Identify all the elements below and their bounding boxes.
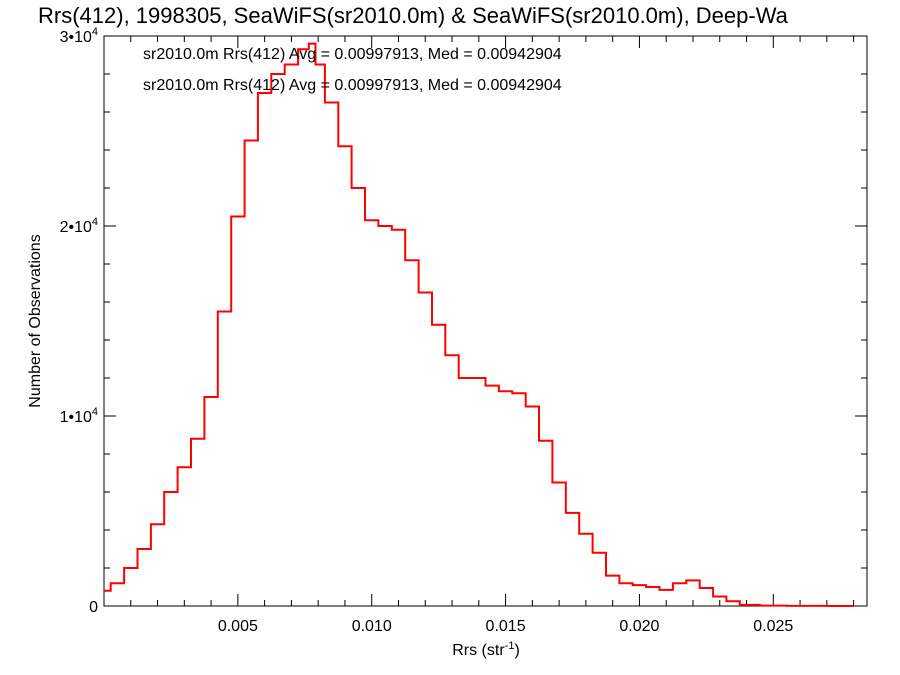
x-tick-label: 0.010 bbox=[352, 618, 392, 635]
x-tick-label: 0.005 bbox=[218, 618, 258, 635]
y-tick-label-base: 0 bbox=[89, 599, 98, 616]
x-axis-label: Rrs (str-1) bbox=[452, 640, 520, 659]
x-axis-label-main: Rrs (str bbox=[452, 642, 505, 659]
y-tick-label: 3•104 bbox=[60, 26, 98, 46]
y-tick-label: 2•104 bbox=[60, 216, 98, 236]
x-tick-labels: 0.005 0.010 0.015 0.020 0.025 bbox=[218, 618, 794, 635]
plot-frame bbox=[103, 35, 868, 607]
x-axis-label-superscript: -1 bbox=[505, 640, 515, 652]
y-tick-label-base: 2•10 bbox=[60, 219, 92, 236]
legend-entry-red: sr2010.0m Rrs(412) Avg = 0.00997913, Med… bbox=[143, 77, 562, 94]
histogram-series-line bbox=[104, 42, 854, 607]
y-tick-label-base: 3•10 bbox=[60, 29, 92, 46]
x-tick-label: 0.020 bbox=[619, 618, 659, 635]
y-axis-label: Number of Observations bbox=[27, 234, 44, 407]
y-tick-label-exponent: 4 bbox=[92, 26, 98, 38]
y-tick-label-base: 1•10 bbox=[60, 409, 92, 426]
x-tick-label: 0.025 bbox=[753, 618, 793, 635]
y-tick-label: 1•104 bbox=[60, 406, 98, 426]
y-tick-label-exponent: 4 bbox=[92, 406, 98, 418]
legend-entry-black: sr2010.0m Rrs(412) Avg = 0.00997913, Med… bbox=[143, 46, 562, 63]
x-tick-label: 0.015 bbox=[486, 618, 526, 635]
y-tick-label: 0 bbox=[89, 599, 98, 616]
chart-title: Rrs(412), 1998305, SeaWiFS(sr2010.0m) & … bbox=[38, 3, 789, 28]
axis-ticks bbox=[104, 35, 867, 607]
x-axis-label-end: ) bbox=[514, 642, 519, 659]
y-tick-label-exponent: 4 bbox=[92, 216, 98, 228]
